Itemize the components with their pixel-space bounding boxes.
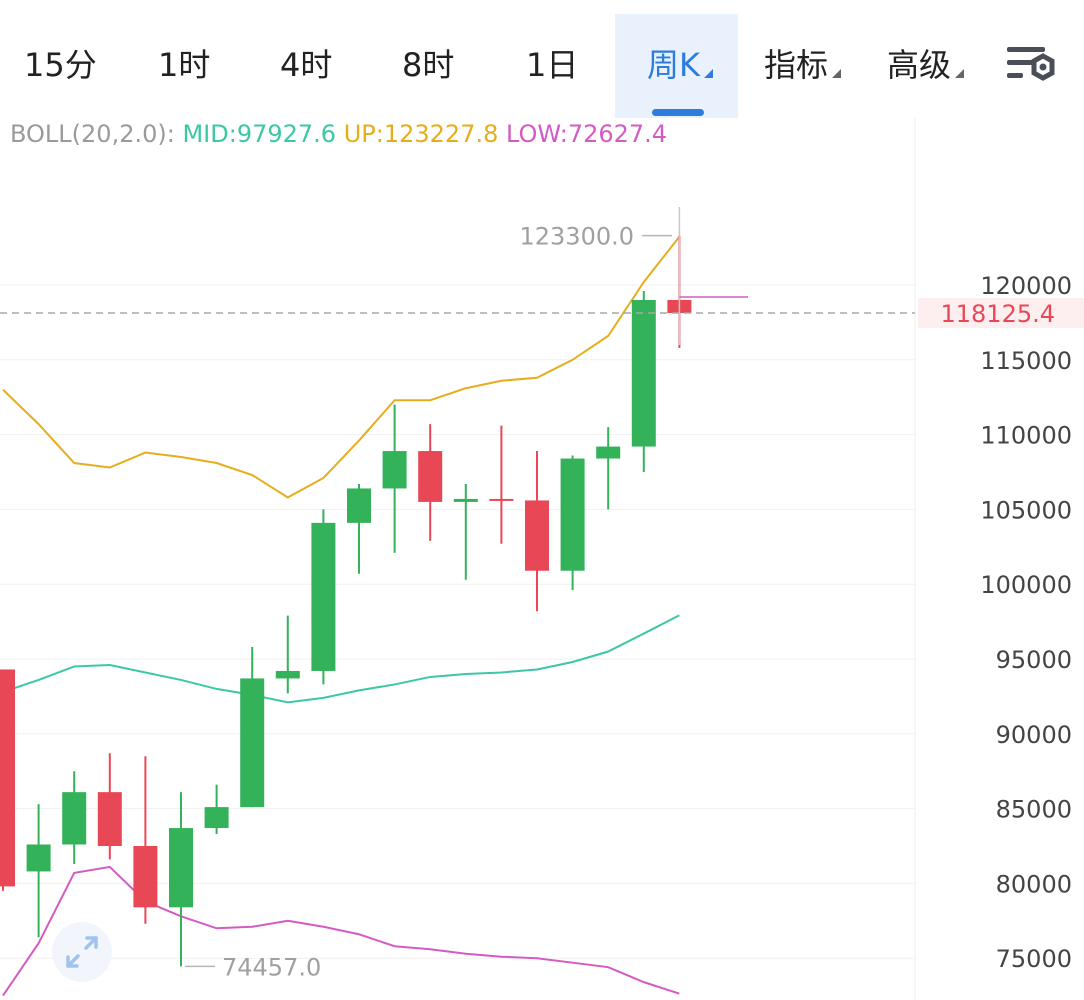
candle-body (596, 446, 621, 459)
tab-advanced[interactable]: 高级 (887, 40, 965, 86)
candle-body (489, 498, 514, 501)
candle-body (631, 299, 656, 447)
candle-body (560, 458, 585, 571)
tab-label: 高级 (887, 46, 952, 84)
tab-1d[interactable]: 1日 (526, 40, 578, 86)
y-tick-label: 75000 (996, 945, 1072, 973)
candle-body (133, 846, 158, 908)
candle-body (62, 792, 87, 845)
boll-label: BOLL(20,2.0): (10, 120, 175, 148)
y-tick-label: 85000 (996, 796, 1072, 824)
expand-arrows-icon[interactable] (52, 922, 112, 982)
candle-body (97, 792, 122, 846)
y-tick-label: 90000 (996, 721, 1072, 749)
boll-lower-line (2, 865, 680, 997)
tab-label: 8时 (402, 46, 455, 84)
y-tick-label: 110000 (980, 422, 1072, 450)
y-tick-label: 120000 (980, 272, 1072, 300)
boll-mid-line (2, 614, 680, 704)
active-tab-highlight (615, 14, 738, 118)
candle-body (418, 451, 443, 502)
boll-up-value: UP:123227.8 (343, 120, 499, 148)
tab-label: 1时 (158, 46, 211, 84)
tab-1h[interactable]: 1时 (158, 40, 210, 86)
candle-body (347, 488, 371, 523)
tab-8h[interactable]: 8时 (402, 40, 454, 86)
y-tick-label: 100000 (980, 571, 1072, 599)
y-tick-label: 105000 (980, 496, 1072, 524)
current-price-label-bg (918, 298, 1084, 329)
y-tick-label: 80000 (996, 870, 1072, 898)
candle-body (26, 844, 51, 872)
tab-label: 指标 (764, 46, 829, 84)
boll-mid-value: MID:97927.6 (182, 120, 337, 148)
tab-label: 1日 (526, 46, 579, 84)
tab-15min[interactable]: 15分 (24, 40, 97, 86)
boll-upper-line (2, 236, 681, 499)
candle-body (525, 500, 549, 571)
candle-body (0, 669, 15, 887)
tab-4h[interactable]: 4时 (280, 40, 332, 86)
tab-label: 15分 (24, 46, 97, 84)
candle-body (204, 807, 229, 829)
candle-body (382, 451, 407, 489)
y-tick-label: 95000 (996, 646, 1072, 674)
timeframe-tab-bar: 15分 1时 4时 8时 1日 周K 指标 高级 (0, 0, 1084, 118)
low-price-label: 74457.0 (222, 953, 321, 981)
boll-indicator-legend: BOLL(20,2.0): MID:97927.6 UP:123227.8 LO… (10, 120, 667, 148)
y-tick-label: 115000 (980, 347, 1072, 375)
tab-label: 周K (647, 46, 700, 84)
boll-low-value: LOW:72627.4 (506, 120, 668, 148)
caret-down-icon (704, 69, 713, 78)
caret-down-icon (832, 69, 842, 78)
candle-body (169, 828, 193, 908)
candle-body (275, 670, 300, 679)
tab-indicators[interactable]: 指标 (764, 40, 842, 86)
chart-settings-icon[interactable] (1005, 44, 1059, 88)
high-price-label: 123300.0 (519, 223, 634, 251)
current-price-label: 118125.4 (940, 300, 1055, 328)
caret-down-icon (955, 69, 965, 78)
candle-body (240, 678, 265, 808)
tab-label: 4时 (280, 46, 333, 84)
tab-weekly[interactable]: 周K (647, 40, 713, 86)
candle-body (453, 498, 478, 502)
active-tab-underline (652, 109, 704, 116)
candle-body (311, 522, 336, 671)
